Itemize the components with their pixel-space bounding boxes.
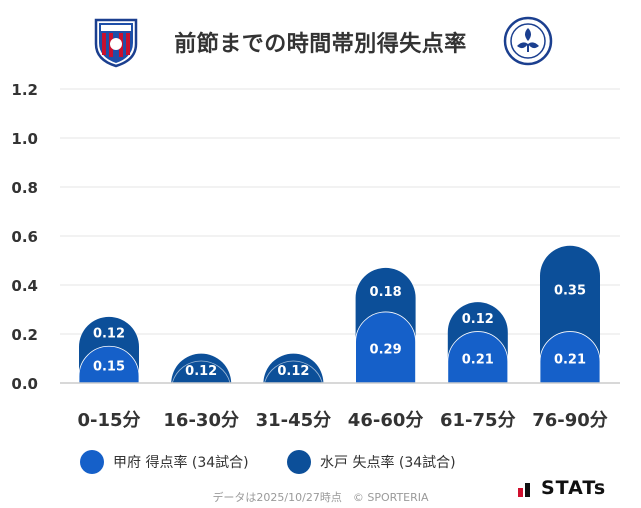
y-tick-label: 1.2 — [11, 81, 38, 99]
bar-conceded-label: 0.18 — [370, 285, 402, 300]
x-category-label: 31-45分 — [256, 410, 332, 431]
legend-conceded-swatch — [287, 450, 311, 474]
stats-logo: STATs — [517, 477, 606, 499]
legend-conceded: 水戸 失点率 (34試合) — [287, 449, 456, 475]
y-tick-label: 0.0 — [11, 375, 38, 393]
bar-conceded-label: 0.12 — [277, 364, 309, 379]
y-tick-label: 0.6 — [11, 228, 38, 246]
x-category-label: 61-75分 — [440, 410, 516, 431]
bar-scored — [539, 331, 601, 384]
x-category-label: 46-60分 — [348, 410, 424, 431]
bar-scored-empty — [171, 360, 231, 384]
mito-hollyhock-crest-icon — [503, 16, 553, 66]
legend-scored: 甲府 得点率 (34試合) — [80, 449, 249, 475]
bar-conceded-label: 0.12 — [93, 327, 125, 342]
chart-title: 前節までの時間帯別得失点率 — [174, 32, 467, 57]
y-tick-label: 0.8 — [11, 179, 38, 197]
bar-scored — [355, 311, 416, 384]
bar-scored-label: 0.21 — [462, 352, 494, 367]
data-date-note: データは2025/10/27時点 © SPORTERIA — [212, 491, 429, 504]
ventforet-kofu-crest-icon — [92, 14, 140, 68]
legend-scored-swatch — [80, 450, 104, 474]
x-category-label: 0-15分 — [77, 410, 140, 431]
bar-scored-label: 0.29 — [370, 342, 402, 357]
stats-bars-icon — [518, 483, 530, 497]
bar-conceded-label: 0.12 — [462, 312, 494, 327]
legend-conceded-label: 水戸 失点率 (34試合) — [320, 455, 456, 471]
bar-scored-label: 0.21 — [554, 352, 586, 367]
legend-scored-label: 甲府 得点率 (34試合) — [113, 455, 249, 471]
y-tick-label: 0.4 — [11, 277, 38, 295]
bar-scored — [78, 345, 140, 384]
x-category-label: 16-30分 — [163, 410, 239, 431]
bar-scored-label: 0.15 — [93, 360, 125, 375]
bar-scored — [447, 331, 509, 384]
bar-conceded-label: 0.12 — [185, 364, 217, 379]
stats-brand: STATs — [541, 477, 607, 499]
chart-header: 前節までの時間帯別得失点率 — [0, 0, 641, 84]
x-category-label: 76-90分 — [532, 410, 608, 431]
bar-chart: 0.0 0.2 0.4 0.6 0.8 1.0 1.2 0.12 0.15 0-15分 0.12 16… — [11, 81, 620, 431]
y-tick-label: 1.0 — [11, 130, 38, 148]
bar-conceded-label: 0.35 — [554, 284, 586, 299]
y-tick-label: 0.2 — [11, 326, 38, 344]
bar-scored-empty — [263, 360, 323, 384]
